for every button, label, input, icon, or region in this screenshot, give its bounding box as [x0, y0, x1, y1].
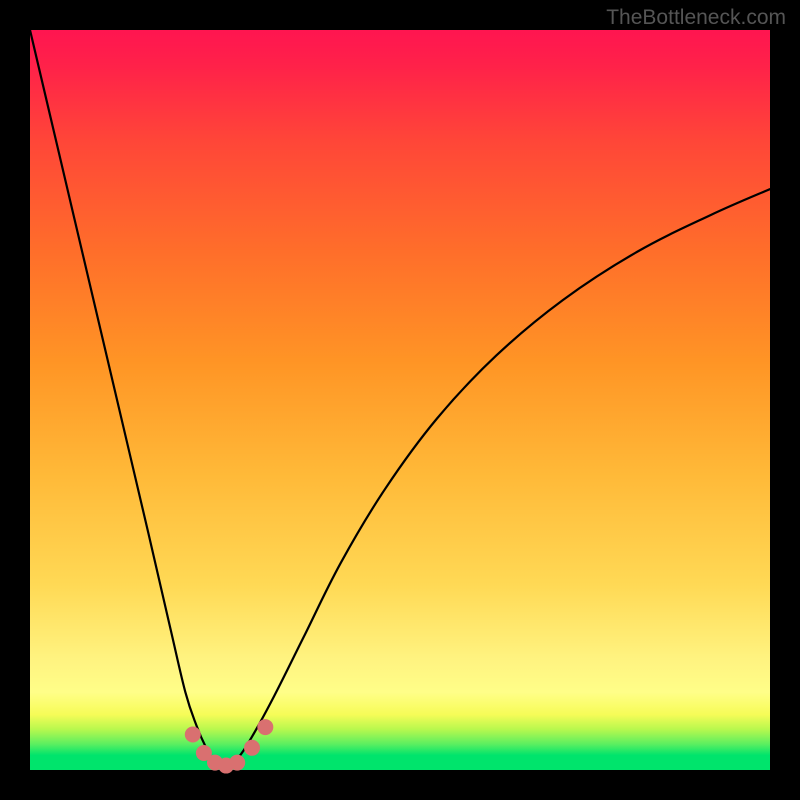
marker-point: [230, 755, 245, 770]
bottleneck-chart: [0, 0, 800, 800]
watermark-text: TheBottleneck.com: [606, 6, 786, 30]
marker-point: [245, 740, 260, 755]
chart-heatmap-background: [30, 30, 770, 770]
marker-point: [258, 720, 273, 735]
marker-point: [185, 727, 200, 742]
chart-container: TheBottleneck.com: [0, 0, 800, 800]
